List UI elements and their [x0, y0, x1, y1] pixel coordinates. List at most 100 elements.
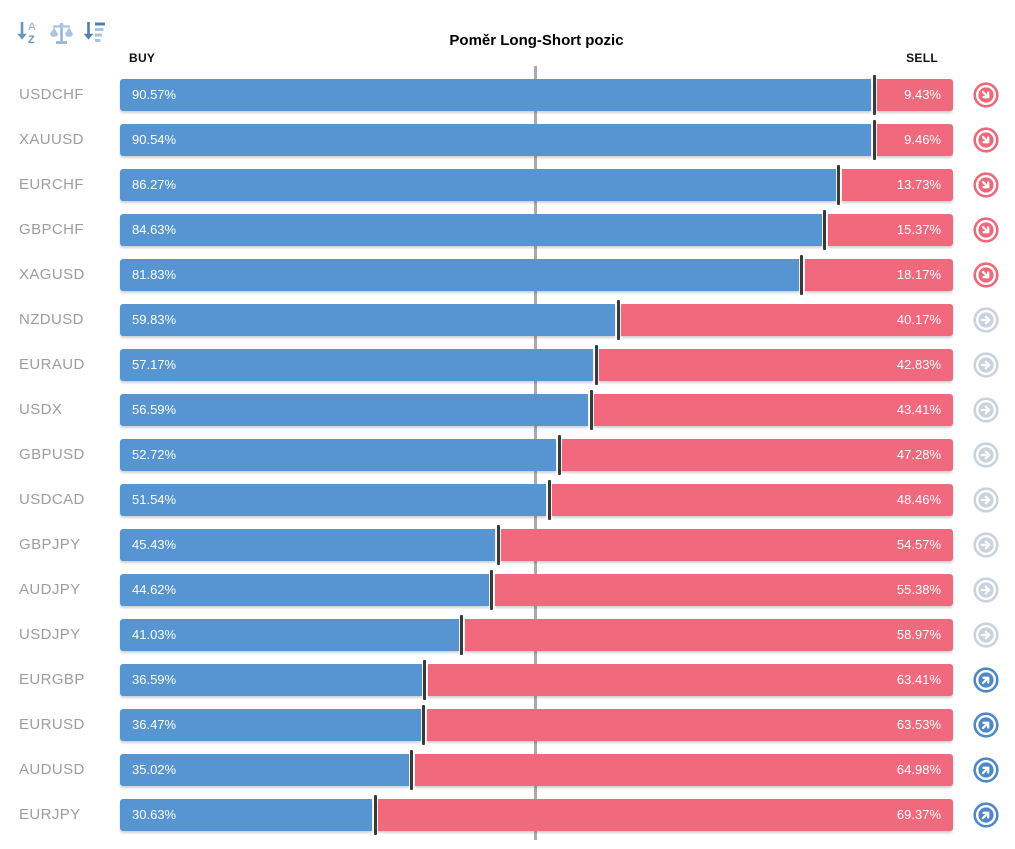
trend-neutral-icon[interactable]	[973, 397, 999, 423]
trend-neutral-icon[interactable]	[973, 487, 999, 513]
instrument-row: GBPJPY 45.43% 54.57%	[0, 525, 1015, 565]
trend-down-icon[interactable]	[973, 127, 999, 153]
instrument-label: EURCHF	[19, 176, 84, 193]
buy-bar: 36.59%	[120, 664, 422, 696]
instrument-label: USDCHF	[19, 86, 84, 103]
trend-up-icon[interactable]	[973, 712, 999, 738]
sort-amount-button[interactable]	[81, 19, 107, 46]
ratio-divider-marker	[547, 480, 551, 520]
trend-down-icon[interactable]	[973, 217, 999, 243]
ratio-bar: 59.83% 40.17%	[120, 300, 953, 340]
sell-value: 9.46%	[904, 132, 941, 147]
instrument-label: EURUSD	[19, 716, 85, 733]
sell-value: 58.97%	[896, 627, 941, 642]
sell-bar: 48.46%	[552, 484, 953, 516]
sell-bar: 69.37%	[378, 799, 953, 831]
sell-bar: 43.41%	[594, 394, 953, 426]
sort-amount-icon	[82, 22, 107, 49]
sell-value: 15.37%	[896, 222, 941, 237]
trend-down-icon[interactable]	[973, 262, 999, 288]
buy-bar: 56.59%	[120, 394, 589, 426]
ratio-bar: 56.59% 43.41%	[120, 390, 953, 430]
buy-column-header: BUY	[129, 51, 156, 65]
trend-up-icon[interactable]	[973, 802, 999, 828]
instrument-label: USDJPY	[19, 626, 81, 643]
buy-value: 35.02%	[132, 762, 177, 777]
instrument-row: XAGUSD 81.83% 18.17%	[0, 255, 1015, 295]
balance-sort-button[interactable]	[48, 19, 74, 46]
ratio-divider-marker	[490, 570, 494, 610]
trend-down-icon[interactable]	[973, 172, 999, 198]
balance-scale-icon	[48, 23, 75, 49]
ratio-divider-marker	[410, 750, 414, 790]
ratio-divider-marker	[557, 435, 561, 475]
instrument-row: XAUUSD 90.54% 9.46%	[0, 120, 1015, 160]
ratio-divider-marker	[872, 75, 876, 115]
trend-down-icon[interactable]	[973, 82, 999, 108]
buy-bar: 44.62%	[120, 574, 489, 606]
ratio-divider-marker	[496, 525, 500, 565]
buy-value: 44.62%	[132, 582, 177, 597]
sell-bar: 18.17%	[804, 259, 953, 291]
sell-column-header: SELL	[906, 51, 938, 65]
trend-neutral-icon[interactable]	[973, 622, 999, 648]
ratio-divider-marker	[823, 210, 827, 250]
ratio-bar: 90.57% 9.43%	[120, 75, 953, 115]
buy-value: 59.83%	[132, 312, 177, 327]
instrument-row: EURAUD 57.17% 42.83%	[0, 345, 1015, 385]
ratio-bar: 36.47% 63.53%	[120, 705, 953, 745]
buy-bar: 84.63%	[120, 214, 822, 246]
instrument-label: EURGBP	[19, 671, 85, 688]
instrument-label: USDX	[19, 401, 63, 418]
sell-bar: 40.17%	[621, 304, 953, 336]
buy-bar: 36.47%	[120, 709, 421, 741]
trend-up-icon[interactable]	[973, 667, 999, 693]
trend-neutral-icon[interactable]	[973, 532, 999, 558]
buy-bar: 90.57%	[120, 79, 872, 111]
sell-value: 64.98%	[896, 762, 941, 777]
trend-neutral-icon[interactable]	[973, 352, 999, 378]
sell-bar: 42.83%	[599, 349, 953, 381]
ratio-bar: 41.03% 58.97%	[120, 615, 953, 655]
sell-bar: 9.43%	[877, 79, 953, 111]
ratio-bar: 90.54% 9.46%	[120, 120, 953, 160]
sell-value: 9.43%	[904, 87, 941, 102]
ratio-bar: 84.63% 15.37%	[120, 210, 953, 250]
instrument-label: EURAUD	[19, 356, 85, 373]
ratio-bar: 81.83% 18.17%	[120, 255, 953, 295]
instrument-row: AUDUSD 35.02% 64.98%	[0, 750, 1015, 790]
sell-value: 47.28%	[896, 447, 941, 462]
trend-neutral-icon[interactable]	[973, 307, 999, 333]
instrument-row: USDCHF 90.57% 9.43%	[0, 75, 1015, 115]
sort-alpha-button[interactable]: A Z	[15, 19, 41, 46]
instrument-label: XAGUSD	[19, 266, 85, 283]
buy-value: 84.63%	[132, 222, 177, 237]
trend-up-icon[interactable]	[973, 757, 999, 783]
sell-value: 48.46%	[896, 492, 941, 507]
sort-alpha-icon: A Z	[15, 21, 41, 49]
buy-value: 56.59%	[132, 402, 177, 417]
buy-bar: 30.63%	[120, 799, 373, 831]
buy-bar: 59.83%	[120, 304, 616, 336]
buy-value: 52.72%	[132, 447, 177, 462]
ratio-bar: 51.54% 48.46%	[120, 480, 953, 520]
ratio-bar: 30.63% 69.37%	[120, 795, 953, 835]
sell-value: 42.83%	[896, 357, 941, 372]
sell-value: 63.41%	[896, 672, 941, 687]
sell-bar: 47.28%	[562, 439, 953, 471]
sell-bar: 64.98%	[414, 754, 953, 786]
instrument-label: USDCAD	[19, 491, 85, 508]
sell-bar: 9.46%	[877, 124, 953, 156]
instrument-row: GBPUSD 52.72% 47.28%	[0, 435, 1015, 475]
buy-value: 90.54%	[132, 132, 177, 147]
instrument-row: EURGBP 36.59% 63.41%	[0, 660, 1015, 700]
sell-bar: 54.57%	[501, 529, 953, 561]
instrument-row: AUDJPY 44.62% 55.38%	[0, 570, 1015, 610]
instrument-label: AUDJPY	[19, 581, 81, 598]
instrument-row: EURJPY 30.63% 69.37%	[0, 795, 1015, 835]
instrument-label: NZDUSD	[19, 311, 84, 328]
sell-bar: 58.97%	[464, 619, 953, 651]
sell-value: 63.53%	[896, 717, 941, 732]
trend-neutral-icon[interactable]	[973, 442, 999, 468]
trend-neutral-icon[interactable]	[973, 577, 999, 603]
